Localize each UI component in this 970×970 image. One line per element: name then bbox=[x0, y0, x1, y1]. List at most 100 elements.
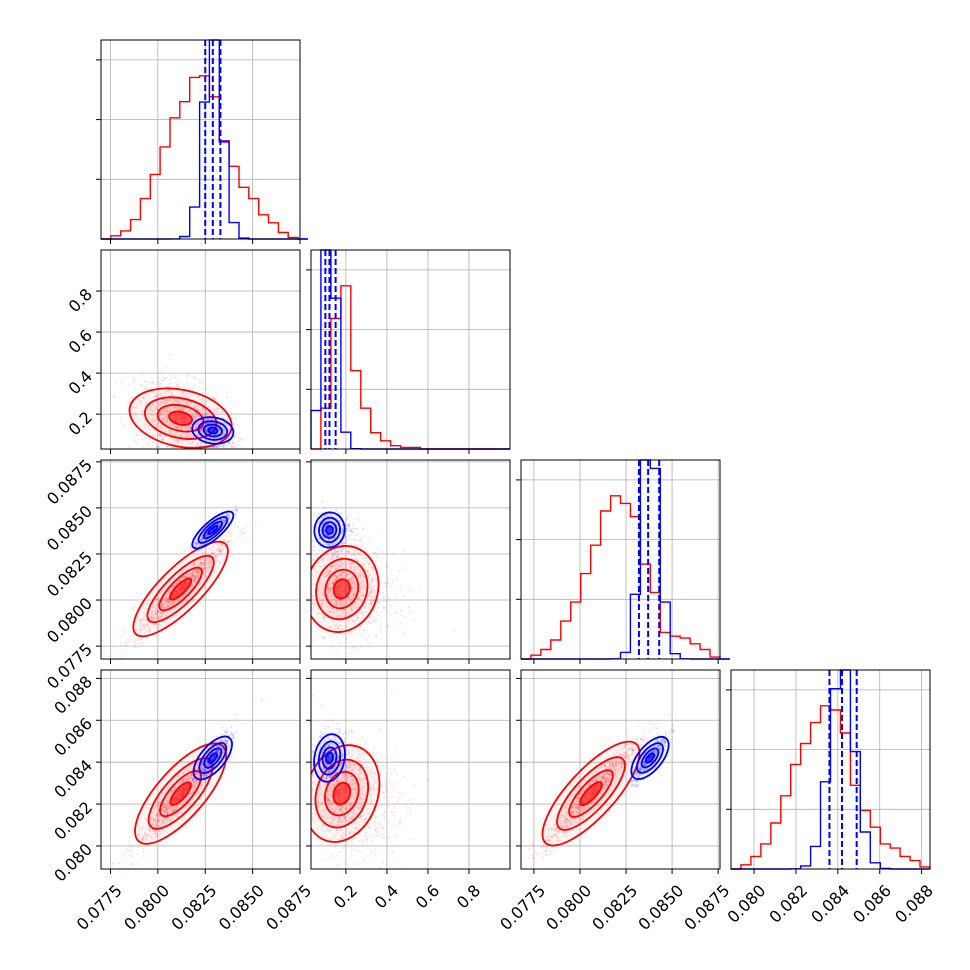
scatter-point bbox=[155, 612, 157, 615]
scatter-point bbox=[140, 628, 143, 631]
scatter-point bbox=[141, 625, 144, 628]
scatter-point bbox=[181, 432, 184, 434]
scatter-point bbox=[195, 413, 198, 416]
scatter-point bbox=[360, 592, 363, 595]
scatter-point bbox=[157, 393, 160, 396]
scatter-point bbox=[395, 597, 398, 599]
scatter-point bbox=[375, 548, 378, 551]
scatter-point bbox=[185, 402, 187, 405]
scatter-point bbox=[197, 561, 200, 564]
scatter-point bbox=[152, 420, 155, 423]
scatter-point bbox=[203, 419, 206, 422]
scatter-point bbox=[211, 445, 214, 448]
scatter-point bbox=[170, 600, 173, 603]
scatter-point bbox=[202, 413, 205, 416]
scatter-point bbox=[218, 428, 221, 431]
scatter-point bbox=[165, 366, 168, 369]
scatter-point bbox=[175, 614, 178, 617]
scatter-point bbox=[165, 584, 168, 587]
scatter-point bbox=[199, 445, 201, 447]
scatter-point bbox=[136, 433, 139, 436]
scatter-point bbox=[453, 629, 456, 632]
scatter-point bbox=[196, 407, 199, 410]
scatter-point bbox=[401, 626, 404, 629]
scatter-point bbox=[346, 550, 349, 553]
scatter-point bbox=[162, 610, 165, 613]
contour-3 bbox=[207, 426, 219, 435]
scatter-point bbox=[206, 570, 209, 573]
scatter-point bbox=[331, 555, 334, 558]
scatter-point bbox=[161, 379, 164, 382]
scatter-point bbox=[408, 610, 411, 613]
scatter-point bbox=[197, 559, 200, 562]
scatter-point bbox=[202, 539, 205, 542]
scatter-point bbox=[220, 435, 223, 438]
scatter-point bbox=[132, 381, 135, 384]
scatter-point bbox=[193, 563, 196, 566]
scatter-point bbox=[213, 445, 216, 448]
scatter-point bbox=[343, 542, 346, 545]
scatter-point bbox=[178, 400, 181, 403]
scatter-point bbox=[173, 584, 176, 587]
scatter-point bbox=[337, 643, 340, 646]
scatter-point bbox=[354, 550, 357, 552]
scatter-point bbox=[179, 578, 182, 581]
scatter-point bbox=[179, 394, 182, 397]
scatter-point bbox=[353, 593, 355, 596]
scatter-point bbox=[408, 671, 410, 673]
scatter-point bbox=[197, 574, 200, 576]
scatter-point bbox=[175, 582, 178, 585]
scatter-point bbox=[334, 603, 337, 606]
scatter-point bbox=[187, 436, 190, 439]
scatter-point bbox=[205, 534, 208, 537]
scatter-point bbox=[192, 561, 195, 564]
scatter-point bbox=[164, 596, 167, 599]
scatter-point bbox=[199, 558, 202, 561]
scatter-point bbox=[232, 442, 235, 444]
scatter-point bbox=[123, 424, 126, 427]
scatter-point bbox=[161, 402, 163, 405]
scatter-point bbox=[165, 414, 167, 417]
scatter-point bbox=[208, 560, 211, 563]
scatter-point bbox=[335, 603, 338, 606]
scatter-point bbox=[227, 516, 230, 519]
scatter-point bbox=[170, 431, 173, 434]
scatter-point bbox=[200, 562, 203, 564]
scatter-point bbox=[155, 634, 158, 637]
scatter-point bbox=[332, 554, 335, 556]
scatter-point bbox=[153, 611, 156, 614]
scatter-point bbox=[364, 602, 367, 605]
scatter-point bbox=[234, 516, 237, 518]
scatter-point bbox=[185, 576, 188, 579]
scatter-point bbox=[160, 410, 163, 413]
scatter-point bbox=[321, 636, 324, 639]
scatter-point bbox=[134, 406, 137, 409]
scatter-point bbox=[210, 562, 213, 564]
scatter-point bbox=[224, 519, 227, 522]
scatter-point bbox=[182, 395, 185, 398]
scatter-point bbox=[369, 642, 371, 645]
scatter-point bbox=[208, 565, 211, 568]
scatter-point bbox=[187, 393, 190, 396]
scatter-point bbox=[214, 408, 217, 411]
scatter-point bbox=[387, 624, 390, 627]
scatter-point bbox=[190, 574, 193, 576]
scatter-point bbox=[159, 394, 162, 397]
scatter-point bbox=[191, 575, 194, 578]
scatter-point bbox=[157, 381, 160, 384]
scatter-point bbox=[159, 392, 162, 395]
scatter-point bbox=[146, 620, 149, 623]
scatter-point bbox=[215, 558, 218, 561]
scatter-point bbox=[341, 571, 344, 574]
scatter-point bbox=[191, 415, 194, 418]
scatter-point bbox=[196, 576, 198, 578]
scatter-point bbox=[172, 408, 175, 411]
scatter-point bbox=[323, 506, 326, 509]
scatter-point bbox=[218, 429, 221, 432]
scatter-point bbox=[201, 562, 204, 564]
scatter-point bbox=[321, 591, 324, 593]
scatter-point bbox=[213, 410, 216, 412]
scatter-point bbox=[162, 417, 165, 420]
scatter-point bbox=[159, 403, 162, 406]
scatter-point bbox=[161, 612, 164, 615]
